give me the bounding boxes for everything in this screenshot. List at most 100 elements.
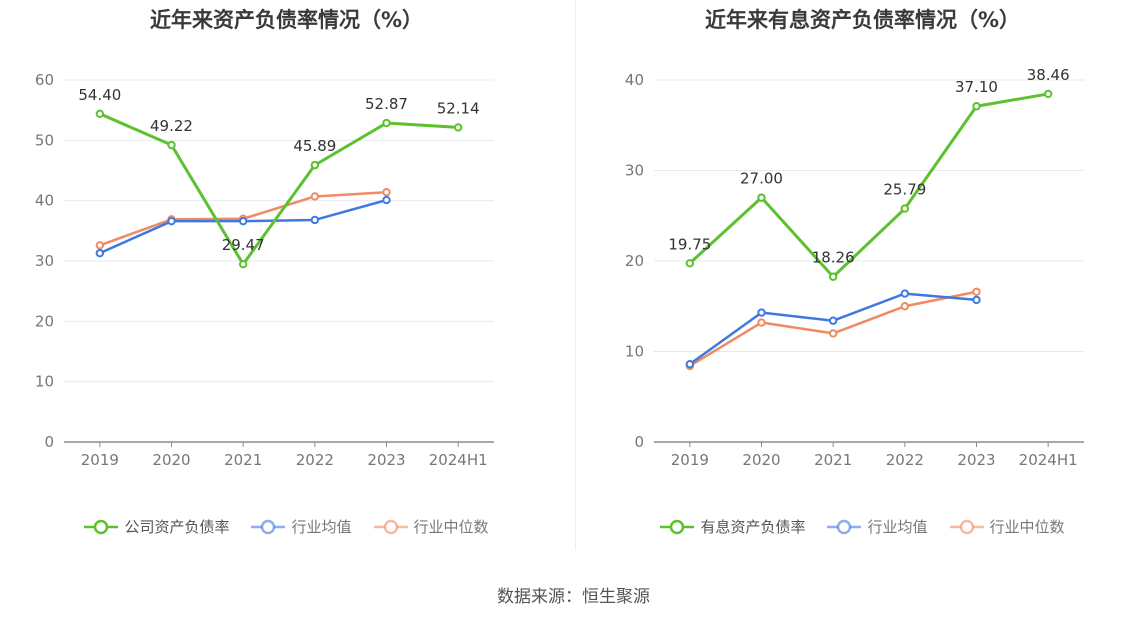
legend-marker (959, 519, 974, 534)
data-point (1043, 89, 1053, 99)
y-tick-label: 10 (35, 373, 54, 391)
legend-marker (94, 519, 109, 534)
data-point (167, 216, 176, 226)
x-tick-label: 2019 (671, 451, 709, 469)
chart-title: 近年来有息资产负债率情况（%） (704, 8, 1021, 32)
data-point (828, 329, 838, 338)
y-tick-label: 50 (35, 131, 54, 149)
data-point (310, 160, 320, 170)
y-tick-label: 60 (35, 71, 54, 89)
y-tick-label: 0 (44, 433, 54, 451)
series-line-0 (688, 92, 1049, 279)
data-point (685, 359, 695, 369)
data-point (757, 308, 766, 317)
data-point (238, 259, 248, 269)
data-point (900, 302, 910, 311)
data-point (167, 140, 176, 150)
series-line-0 (99, 112, 459, 266)
data-label: 52.14 (437, 99, 480, 117)
x-tick-label: 2024H1 (1019, 451, 1078, 469)
data-point (900, 204, 910, 213)
legend-label: 行业均值 (867, 518, 928, 536)
data-point (900, 289, 910, 298)
legend-marker (383, 519, 398, 534)
data-point (972, 295, 981, 305)
legend-line-circle-icon (373, 519, 408, 534)
data-point (382, 118, 391, 128)
legend-item[interactable]: 公司资产负债率 (84, 516, 229, 537)
legend-label: 行业中位数 (413, 518, 489, 536)
data-point (972, 287, 981, 296)
asset-liability-chart-panel: 近年来资产负债率情况（%） 0 10 20 30 40 50 60 2019 2020 2021 2… (0, 0, 573, 560)
legend-label: 行业均值 (291, 518, 352, 536)
data-label: 54.40 (78, 86, 121, 104)
data-point (453, 123, 463, 132)
legend-marker (670, 519, 685, 534)
y-tick-label: 40 (625, 71, 644, 89)
data-point (95, 241, 105, 250)
x-tick-label: 2024H1 (429, 451, 488, 469)
y-tick-label: 20 (625, 252, 644, 270)
legend-item[interactable]: 行业均值 (251, 516, 352, 537)
x-tick-label: 2023 (367, 451, 405, 469)
data-label: 37.10 (955, 78, 998, 96)
legend-marker (261, 519, 276, 534)
series-line-2 (689, 290, 977, 368)
data-label: 19.75 (668, 235, 711, 253)
legend-line-circle-icon (251, 519, 286, 534)
x-tick-label: 2021 (814, 451, 852, 469)
legend-item[interactable]: 有息资产负债率 (660, 516, 805, 537)
data-point (685, 259, 695, 268)
data-point (382, 195, 391, 205)
data-point (95, 109, 105, 118)
legend-line-circle-icon (660, 519, 695, 534)
legend-label: 行业中位数 (989, 518, 1065, 536)
y-tick-label: 40 (35, 192, 54, 210)
y-tick-label: 30 (625, 162, 644, 180)
data-point (382, 188, 391, 197)
legend-item[interactable]: 行业中位数 (373, 516, 489, 537)
x-tick-label: 2021 (224, 451, 262, 469)
chart-legend: 有息资产负债率 行业均值 行业中位数 (576, 516, 1147, 537)
data-point (95, 248, 105, 258)
data-label: 27.00 (740, 170, 783, 188)
data-point (757, 193, 766, 202)
data-point (828, 316, 838, 325)
data-point (972, 102, 981, 111)
legend-line-circle-icon (949, 519, 984, 534)
legend-marker (837, 519, 852, 534)
legend-item[interactable]: 行业均值 (827, 516, 928, 537)
x-tick-label: 2020 (152, 451, 190, 469)
legend-label: 公司资产负债率 (124, 518, 230, 536)
data-point (828, 272, 838, 281)
data-label: 25.79 (883, 181, 926, 199)
data-label: 29.47 (222, 236, 265, 254)
data-label: 38.46 (1027, 66, 1070, 84)
legend-label: 有息资产负债率 (700, 518, 806, 536)
data-label: 45.89 (293, 137, 336, 155)
y-tick-label: 30 (35, 252, 54, 270)
x-tick-label: 2022 (296, 451, 334, 469)
y-tick-label: 10 (625, 343, 644, 361)
interest-bearing-liability-line-chart: 0 10 20 30 40 2019 2020 2021 2022 2023 2024H1 19.75… (625, 66, 1084, 469)
legend-line-circle-icon (84, 519, 119, 534)
y-tick-label: 0 (634, 433, 644, 451)
panel-divider (575, 0, 576, 550)
data-label: 18.26 (812, 249, 855, 267)
x-tick-label: 2023 (957, 451, 995, 469)
asset-liability-line-chart: 0 10 20 30 40 50 60 2019 2020 2021 2022 2023 2024H1 5… (35, 71, 494, 469)
data-label: 49.22 (150, 117, 193, 135)
interest-bearing-liability-chart-panel: 近年来有息资产负债率情况（%） 0 10 20 30 40 2019 2020 2021 202… (576, 0, 1147, 560)
data-label: 52.87 (365, 95, 408, 113)
chart-legend: 公司资产负债率 行业均值 行业中位数 (0, 516, 573, 537)
chart-title: 近年来资产负债率情况（%） (149, 8, 424, 32)
data-point (310, 192, 320, 201)
y-tick-label: 20 (35, 312, 54, 330)
data-point (238, 216, 248, 226)
legend-line-circle-icon (827, 519, 862, 534)
data-point (310, 215, 320, 225)
data-point (757, 318, 766, 327)
x-tick-label: 2022 (886, 451, 924, 469)
x-tick-label: 2020 (742, 451, 780, 469)
legend-item[interactable]: 行业中位数 (949, 516, 1065, 537)
